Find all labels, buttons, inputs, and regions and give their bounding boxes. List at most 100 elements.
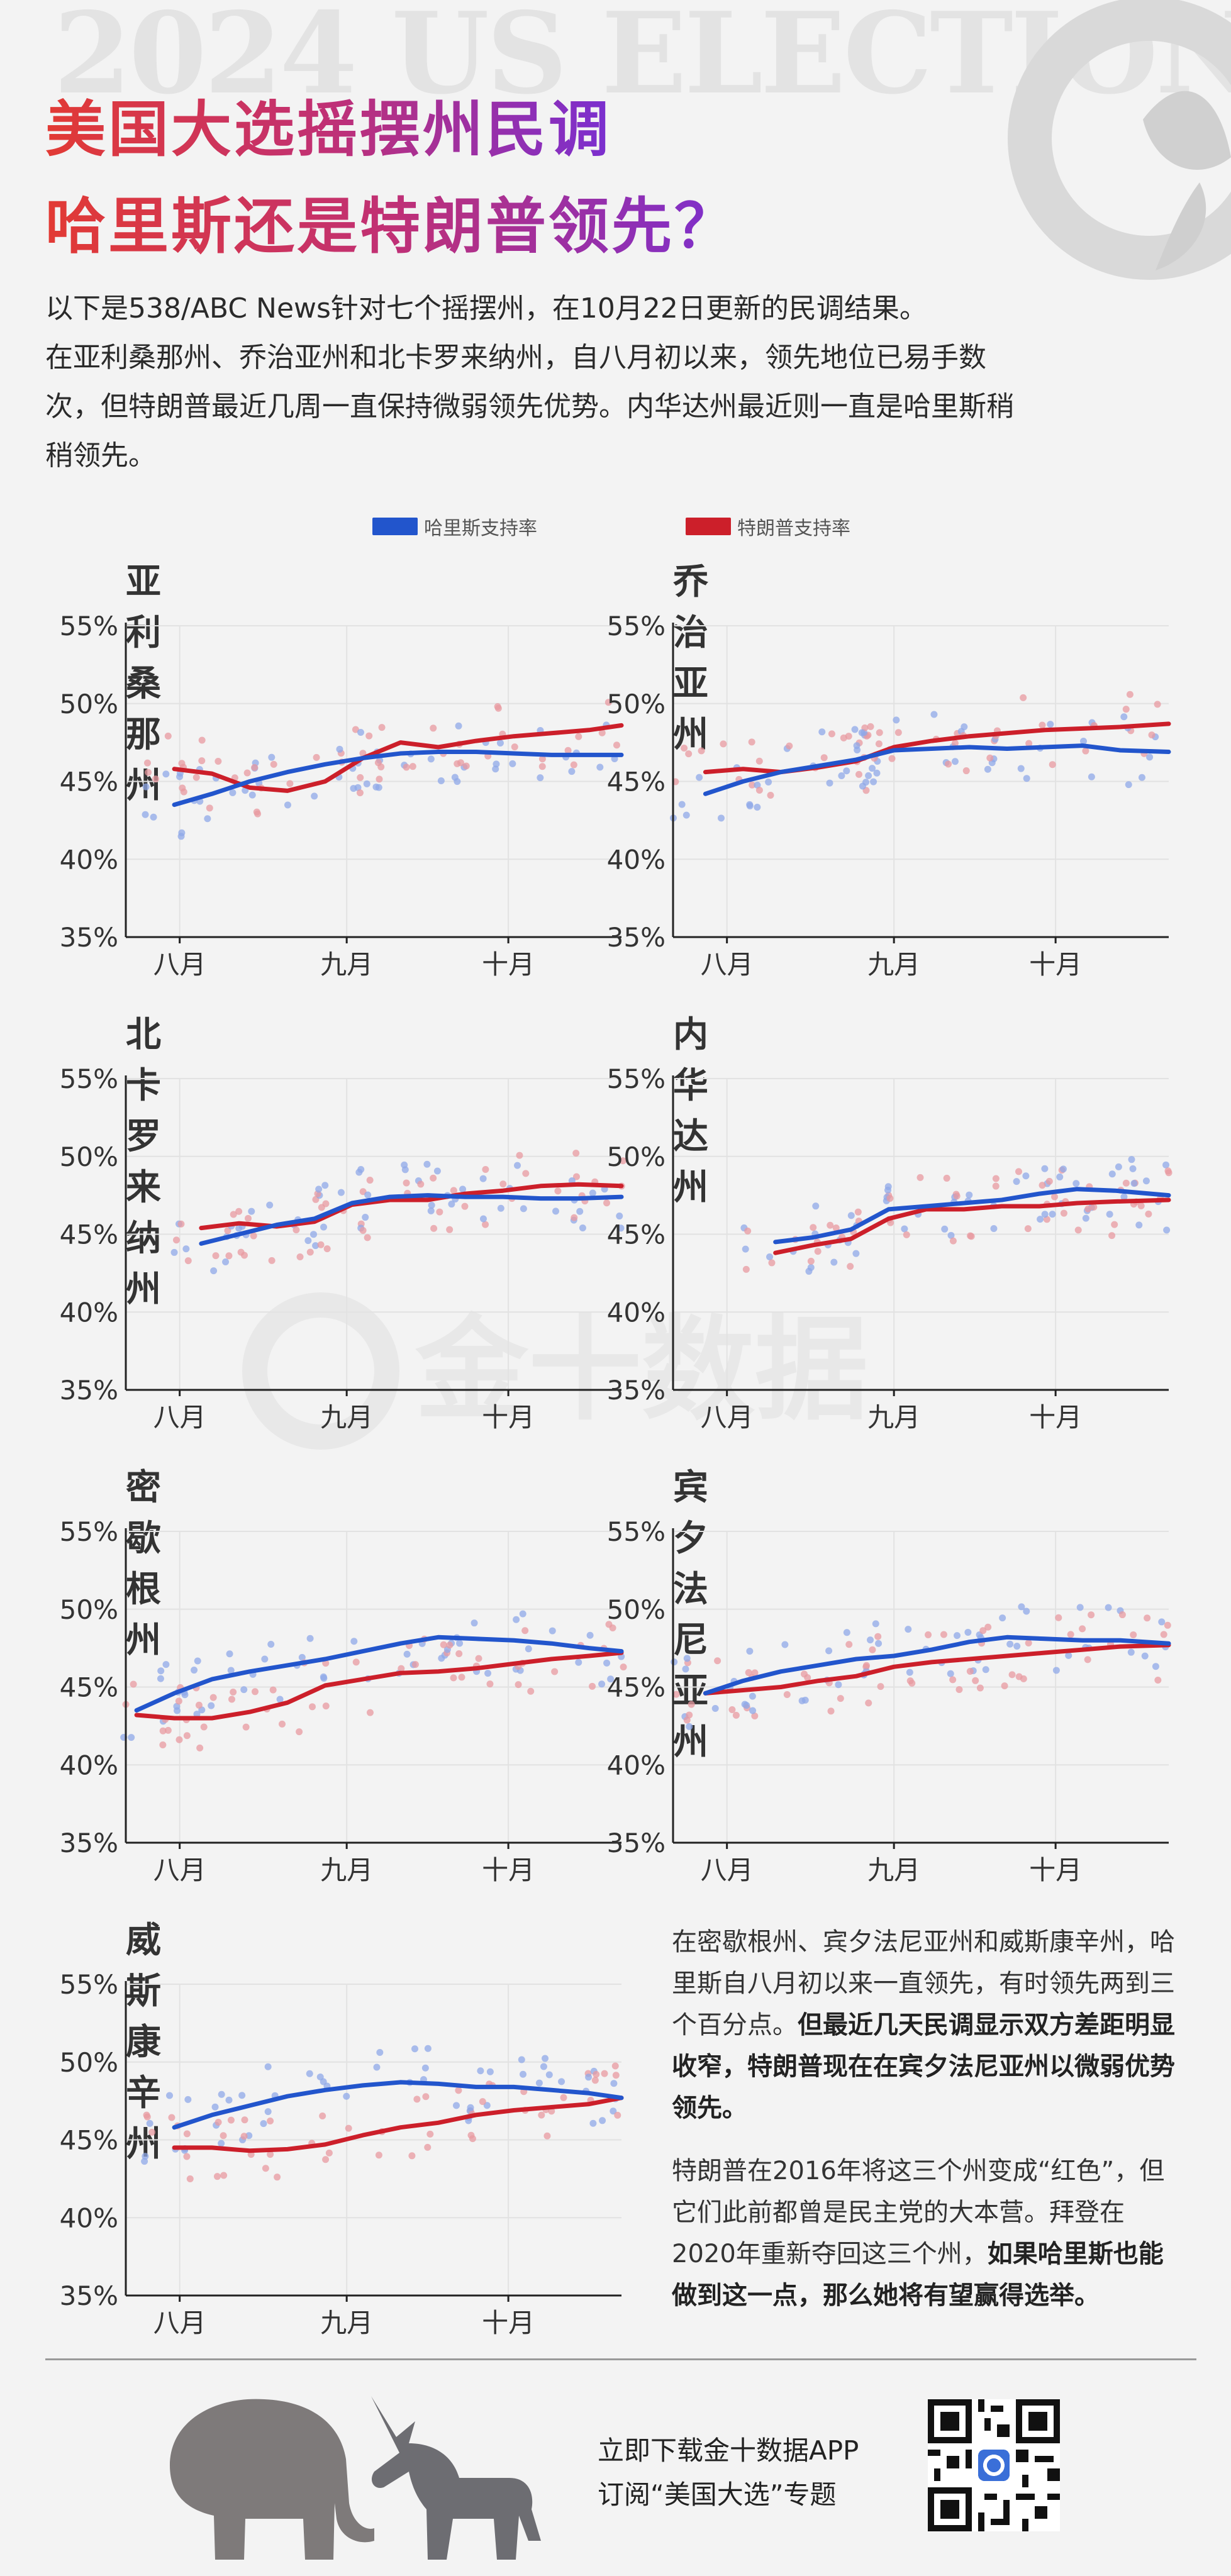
harris-poll-dot (568, 768, 576, 775)
trump-poll-dot (172, 1236, 180, 1244)
trump-poll-dot (1154, 701, 1161, 708)
trump-poll-dot (475, 1655, 482, 1662)
trump-poll-dot (698, 747, 705, 755)
y-tick-label: 35% (60, 2280, 118, 2311)
trump-poll-dot (953, 1192, 961, 1200)
harris-poll-dot (321, 1182, 329, 1189)
harris-poll-dot (248, 1208, 255, 1215)
trump-poll-dot (940, 1631, 947, 1638)
y-tick-label: 50% (60, 1594, 118, 1625)
y-tick-label: 40% (60, 1750, 118, 1780)
harris-poll-dot (982, 1666, 989, 1674)
harris-average-line (773, 1187, 1171, 1245)
harris-poll-dot (954, 1632, 961, 1640)
trump-poll-dot (755, 786, 763, 794)
trump-poll-dot (877, 1683, 884, 1690)
harris-poll-dot (906, 1668, 913, 1676)
trump-poll-dot (225, 1252, 233, 1260)
harris-poll-dot (452, 2102, 460, 2109)
trump-poll-dot (159, 1727, 167, 1735)
trump-poll-dot (1008, 1671, 1016, 1679)
y-tick-label: 35% (60, 1375, 118, 1406)
harris-poll-dot (218, 2090, 225, 2098)
note-p1-bold: 但最近几天民调显示双方差距明显收窄，特朗普现在在宾夕法尼亚州以微弱优势领先。 (672, 2011, 1175, 2123)
trump-poll-dot (1118, 1611, 1126, 1619)
trump-poll-dot (213, 2173, 221, 2180)
harris-poll-dot (373, 2063, 381, 2071)
harris-poll-dot (683, 1655, 691, 1662)
harris-average-line (134, 1635, 624, 1713)
qr-code-icon[interactable] (928, 2399, 1060, 2531)
harris-poll-dot (859, 782, 866, 790)
trump-poll-dot (352, 726, 359, 733)
legend-trump-swatch (686, 518, 731, 535)
trump-poll-dot (267, 2117, 274, 2124)
harris-poll-dot (1120, 1193, 1128, 1201)
harris-poll-dot (1125, 781, 1132, 789)
trump-average-line (172, 2096, 624, 2153)
x-tick-label: 九月 (320, 1855, 373, 1885)
trump-poll-dot (306, 1248, 314, 1256)
harris-poll-dot (1152, 1663, 1159, 1670)
harris-poll-dot (875, 1640, 883, 1647)
harris-poll-dot (448, 1201, 455, 1208)
harris-poll-dot (852, 1250, 860, 1257)
trump-poll-dot (1126, 691, 1134, 698)
y-tick-label: 45% (60, 2125, 118, 2156)
x-tick-label: 八月 (153, 1402, 206, 1433)
trump-poll-dot (832, 1224, 840, 1231)
harris-poll-dot (617, 1224, 625, 1232)
trump-poll-dot (403, 763, 410, 771)
harris-poll-dot (142, 811, 149, 818)
trump-poll-dot (479, 2098, 486, 2106)
trump-poll-dot (230, 1689, 237, 1696)
intro-line-1: 以下是538/ABC News针对七个摇摆州，在10月22日更新的民调结果。 (45, 292, 927, 325)
harris-poll-dot (142, 2153, 149, 2160)
trump-poll-dot (206, 804, 213, 812)
harris-poll-dot (267, 1641, 275, 1648)
harris-poll-dot (585, 2074, 593, 2081)
harris-poll-dot (312, 1242, 320, 1250)
trump-poll-dot (847, 1263, 854, 1270)
trump-poll-dot (366, 1177, 374, 1184)
svg-text:金十数据: 金十数据 (415, 1304, 868, 1436)
x-tick-label: 八月 (701, 949, 754, 980)
harris-poll-dot (682, 811, 690, 819)
harris-poll-dot (166, 2092, 174, 2099)
trump-poll-dot (527, 1687, 535, 1695)
harris-poll-dot (1105, 1604, 1112, 1611)
trump-poll-dot (319, 2112, 326, 2119)
trump-poll-dot (992, 1175, 1000, 1182)
trump-poll-dot (292, 1226, 300, 1234)
trump-poll-dot (357, 774, 364, 781)
trump-poll-dot (130, 1680, 137, 1688)
trump-poll-dot (318, 1204, 325, 1211)
harris-poll-dot (162, 770, 170, 778)
trump-poll-dot (175, 1736, 183, 1743)
harris-poll-dot (1135, 1221, 1143, 1229)
harris-poll-dot (1142, 1177, 1150, 1185)
harris-poll-dot (805, 1267, 813, 1275)
trump-poll-dot (430, 724, 437, 732)
trump-poll-dot (1145, 1210, 1152, 1218)
trump-poll-dot (224, 1227, 231, 1235)
trump-poll-dot (345, 2124, 352, 2132)
harris-poll-dot (941, 1225, 949, 1233)
note-p2-bold: 如果哈里斯也能做到这一点，那么她将有望赢得选举。 (672, 2240, 1164, 2310)
trump-poll-dot (572, 1173, 580, 1180)
harris-poll-dot (315, 1185, 323, 1193)
harris-poll-dot (686, 1723, 693, 1730)
trump-poll-dot (286, 780, 294, 787)
harris-poll-dot (905, 1626, 912, 1633)
y-tick-label: 45% (60, 1672, 118, 1703)
elephant-donkey-icon (170, 2396, 541, 2560)
harris-poll-dot (990, 1224, 998, 1232)
x-tick-label: 八月 (153, 1855, 206, 1885)
trump-poll-dot (672, 1690, 680, 1698)
trump-poll-dot (462, 762, 470, 770)
harris-poll-dot (873, 769, 881, 777)
trump-poll-dot (601, 2070, 608, 2077)
y-tick-label: 55% (60, 1063, 118, 1094)
y-tick-label: 45% (607, 1672, 666, 1703)
watermark-logo-icon: 金十数据 (242, 1292, 868, 1450)
